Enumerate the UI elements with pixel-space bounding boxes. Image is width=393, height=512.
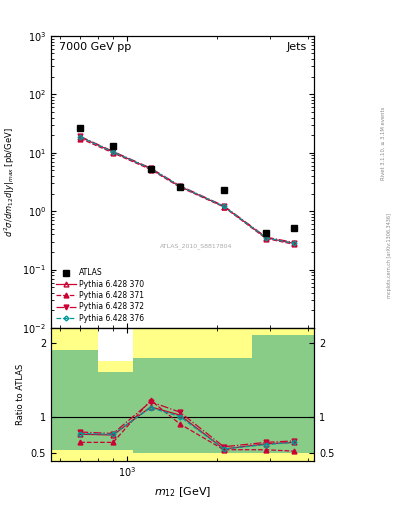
Text: mcplots.cern.ch [arXiv:1306.3436]: mcplots.cern.ch [arXiv:1306.3436] — [387, 214, 391, 298]
Bar — [275, 335, 314, 454]
Bar — [133, 328, 196, 461]
Bar — [196, 357, 252, 454]
Bar — [98, 361, 133, 461]
Text: Jets: Jets — [286, 41, 307, 52]
Bar — [98, 372, 133, 450]
Bar — [275, 328, 314, 461]
Bar — [252, 328, 275, 461]
Bar — [252, 335, 275, 454]
Text: Rivet 3.1.10, ≥ 3.1M events: Rivet 3.1.10, ≥ 3.1M events — [381, 106, 386, 180]
Text: 7000 GeV pp: 7000 GeV pp — [59, 41, 131, 52]
Y-axis label: $d^2\sigma/dm_{12}d|y|_{max}$ [pb/GeV]: $d^2\sigma/dm_{12}d|y|_{max}$ [pb/GeV] — [2, 127, 17, 237]
Text: ATLAS_2010_S8817804: ATLAS_2010_S8817804 — [160, 243, 232, 249]
Bar — [51, 328, 98, 461]
X-axis label: $m_{12}$ [GeV]: $m_{12}$ [GeV] — [154, 485, 211, 499]
Bar — [51, 350, 98, 450]
Y-axis label: Ratio to ATLAS: Ratio to ATLAS — [16, 364, 25, 425]
Bar — [196, 328, 252, 461]
Bar — [133, 357, 196, 454]
Legend: ATLAS, Pythia 6.428 370, Pythia 6.428 371, Pythia 6.428 372, Pythia 6.428 376: ATLAS, Pythia 6.428 370, Pythia 6.428 37… — [53, 265, 147, 326]
